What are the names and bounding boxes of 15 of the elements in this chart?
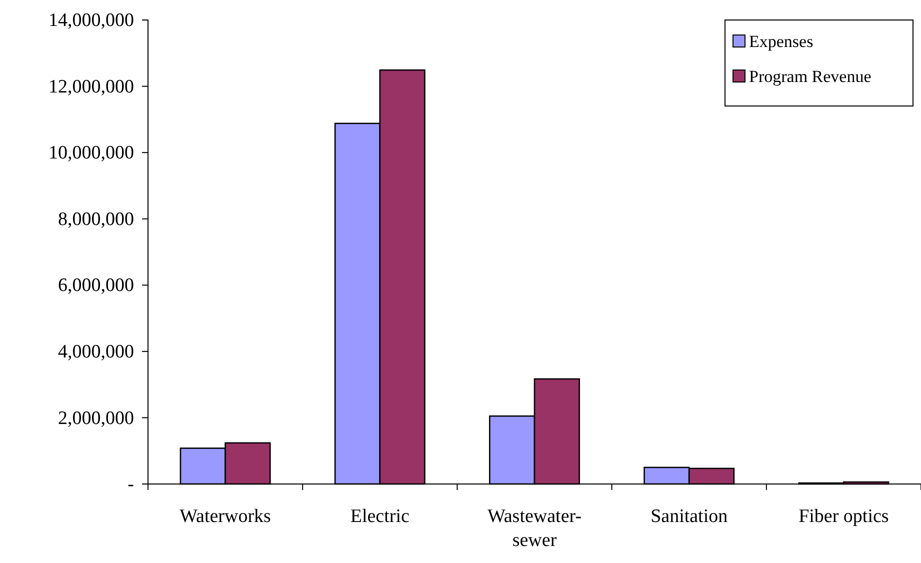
legend-label: Program Revenue (749, 67, 872, 86)
y-tick-label: 8,000,000 (58, 208, 134, 230)
legend-label: Expenses (749, 32, 814, 51)
x-tick-label: Fiber optics (798, 506, 889, 527)
y-tick-label: 6,000,000 (58, 275, 134, 296)
y-tick-label: 4,000,000 (58, 342, 134, 363)
y-tick-label: 12,000,000 (48, 76, 134, 98)
y-tick-label: 2,000,000 (58, 408, 134, 429)
y-tick-label: - (128, 474, 134, 496)
x-tick-label: Sanitation (650, 506, 728, 527)
y-tick-label: 14,000,000 (48, 10, 134, 32)
y-tick-label: 10,000,000 (48, 142, 134, 164)
x-tick-label: Waterworks (180, 506, 271, 527)
x-tick-label: Electric (350, 506, 410, 527)
x-tick-label: Wastewater-sewer (487, 506, 582, 551)
